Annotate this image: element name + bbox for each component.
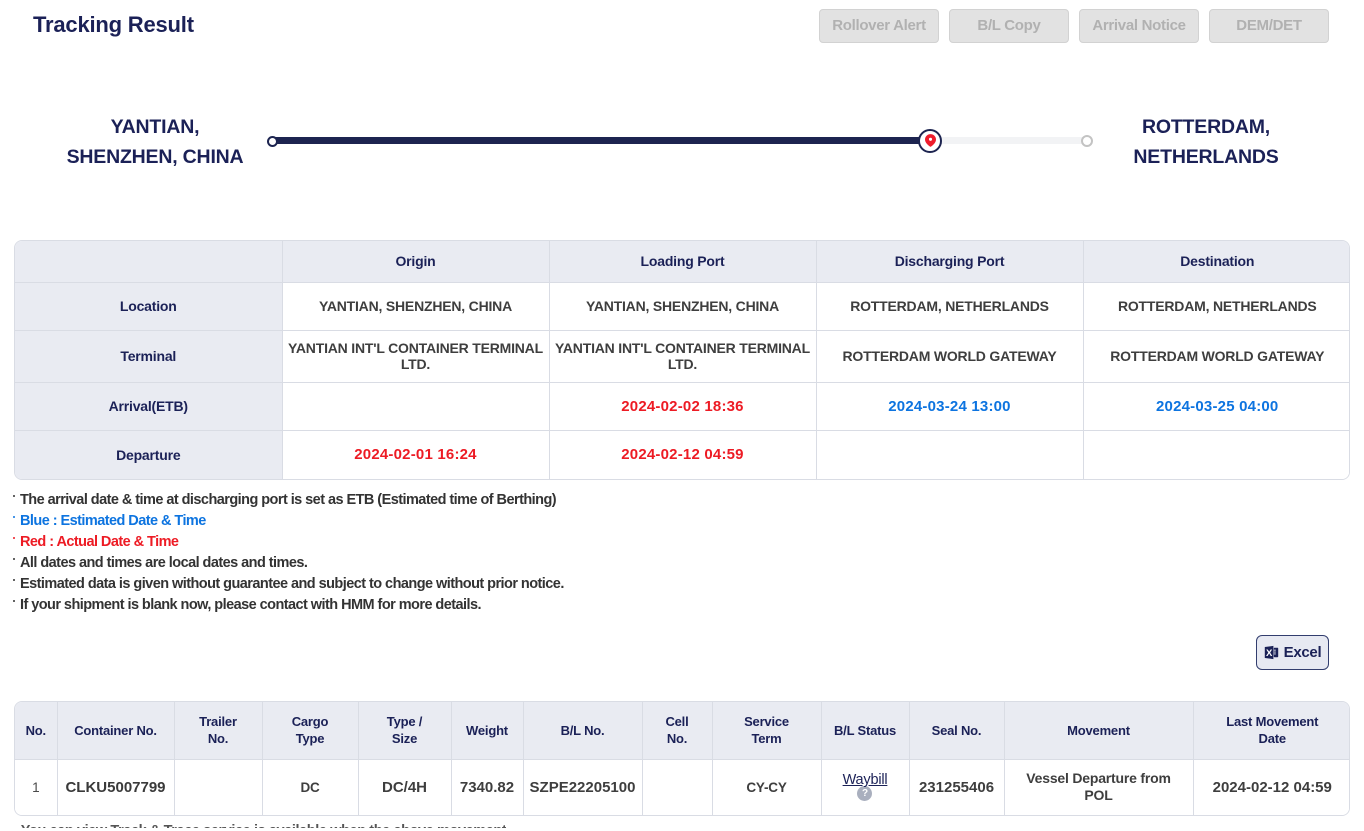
svg-text:X: X xyxy=(1266,648,1273,659)
